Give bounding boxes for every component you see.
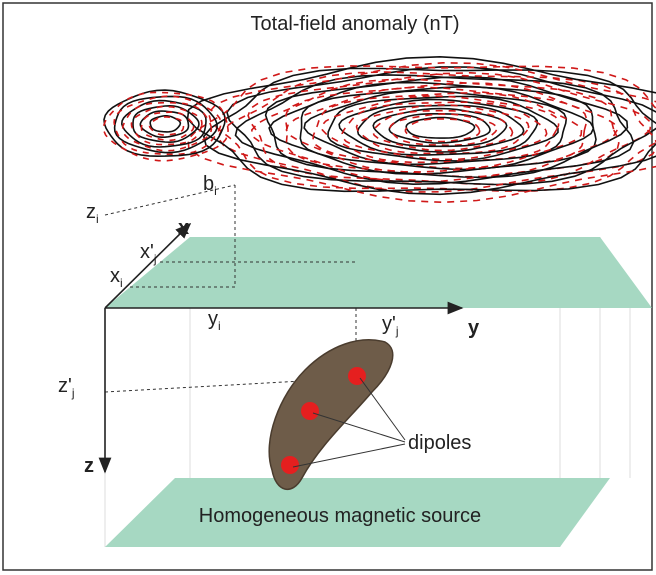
diagram: Total-field anomaly (nT) y x z dipoles H… <box>0 0 656 575</box>
label-sub: j <box>395 324 399 338</box>
label-sub: i <box>214 184 217 198</box>
label-base: z' <box>58 375 72 397</box>
label-base: y <box>208 308 218 330</box>
dipoles-label: dipoles <box>408 432 471 454</box>
label-base: b <box>203 173 214 195</box>
axis-z: z <box>84 455 94 477</box>
label-base: x <box>110 265 120 287</box>
label-base: y' <box>382 313 396 335</box>
axis-y: y <box>468 317 480 339</box>
source-label: Homogeneous magnetic source <box>199 505 481 527</box>
label-sub: i <box>120 276 123 290</box>
title: Total-field anomaly (nT) <box>251 13 460 35</box>
label-sub: i <box>96 212 99 226</box>
label-sub: j <box>153 252 157 266</box>
label-sub: j <box>71 386 75 400</box>
upper-plane <box>105 237 652 308</box>
label-sub: i <box>218 319 221 333</box>
label-base: x' <box>140 241 154 263</box>
axis-x: x <box>178 217 189 239</box>
label-base: z <box>86 201 96 223</box>
